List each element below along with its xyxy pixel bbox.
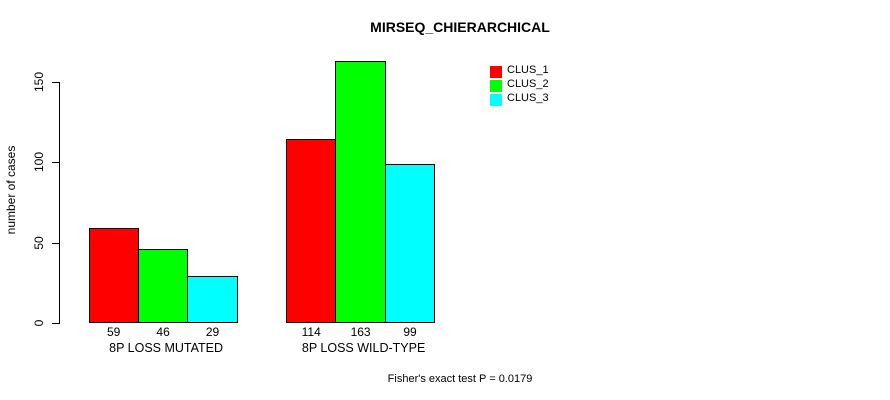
bar-clus_3-group1	[187, 276, 238, 323]
legend-label: CLUS_1	[507, 64, 549, 76]
bar-value-label: 99	[403, 324, 417, 339]
legend-color-swatch	[490, 93, 502, 106]
y-axis-tick	[52, 81, 59, 83]
bar-clus_2-group1	[137, 248, 189, 323]
bar-value-label: 114	[301, 324, 321, 339]
bar-clus_2-group2	[335, 60, 386, 323]
y-axis-tick	[52, 323, 59, 324]
legend-label: CLUS_2	[507, 77, 549, 90]
y-axis-tick-label: 150	[32, 71, 46, 92]
bar-clus_1-group1	[88, 228, 139, 323]
y-axis-line	[59, 81, 60, 324]
legend-color-swatch	[490, 79, 502, 92]
bar-clus_1-group2	[286, 139, 337, 323]
bar-value-label: 46	[156, 324, 170, 339]
annotation-text: Fisher's exact test P = 0.0179	[387, 373, 533, 385]
x-category-label: 8P LOSS MUTATED	[109, 341, 224, 355]
legend-color-swatch	[490, 66, 502, 78]
y-axis-tick-label: 0	[32, 319, 46, 327]
y-axis-tick	[52, 242, 59, 244]
y-axis-tick-label: 50	[32, 235, 46, 250]
y-axis-tick	[52, 162, 59, 163]
chart-title: MIRSEQ_CHIERARCHICAL	[370, 19, 550, 35]
bar-value-label: 29	[205, 324, 220, 339]
x-category-label: 8P LOSS WILD-TYPE	[301, 341, 426, 355]
legend-label: CLUS_3	[507, 91, 549, 104]
bar-clus_3-group2	[384, 163, 436, 323]
y-axis-tick-label: 100	[32, 151, 46, 173]
y-axis-label: number of cases	[4, 145, 18, 235]
bar-value-label: 59	[107, 324, 121, 339]
bar-value-label: 163	[350, 324, 371, 339]
